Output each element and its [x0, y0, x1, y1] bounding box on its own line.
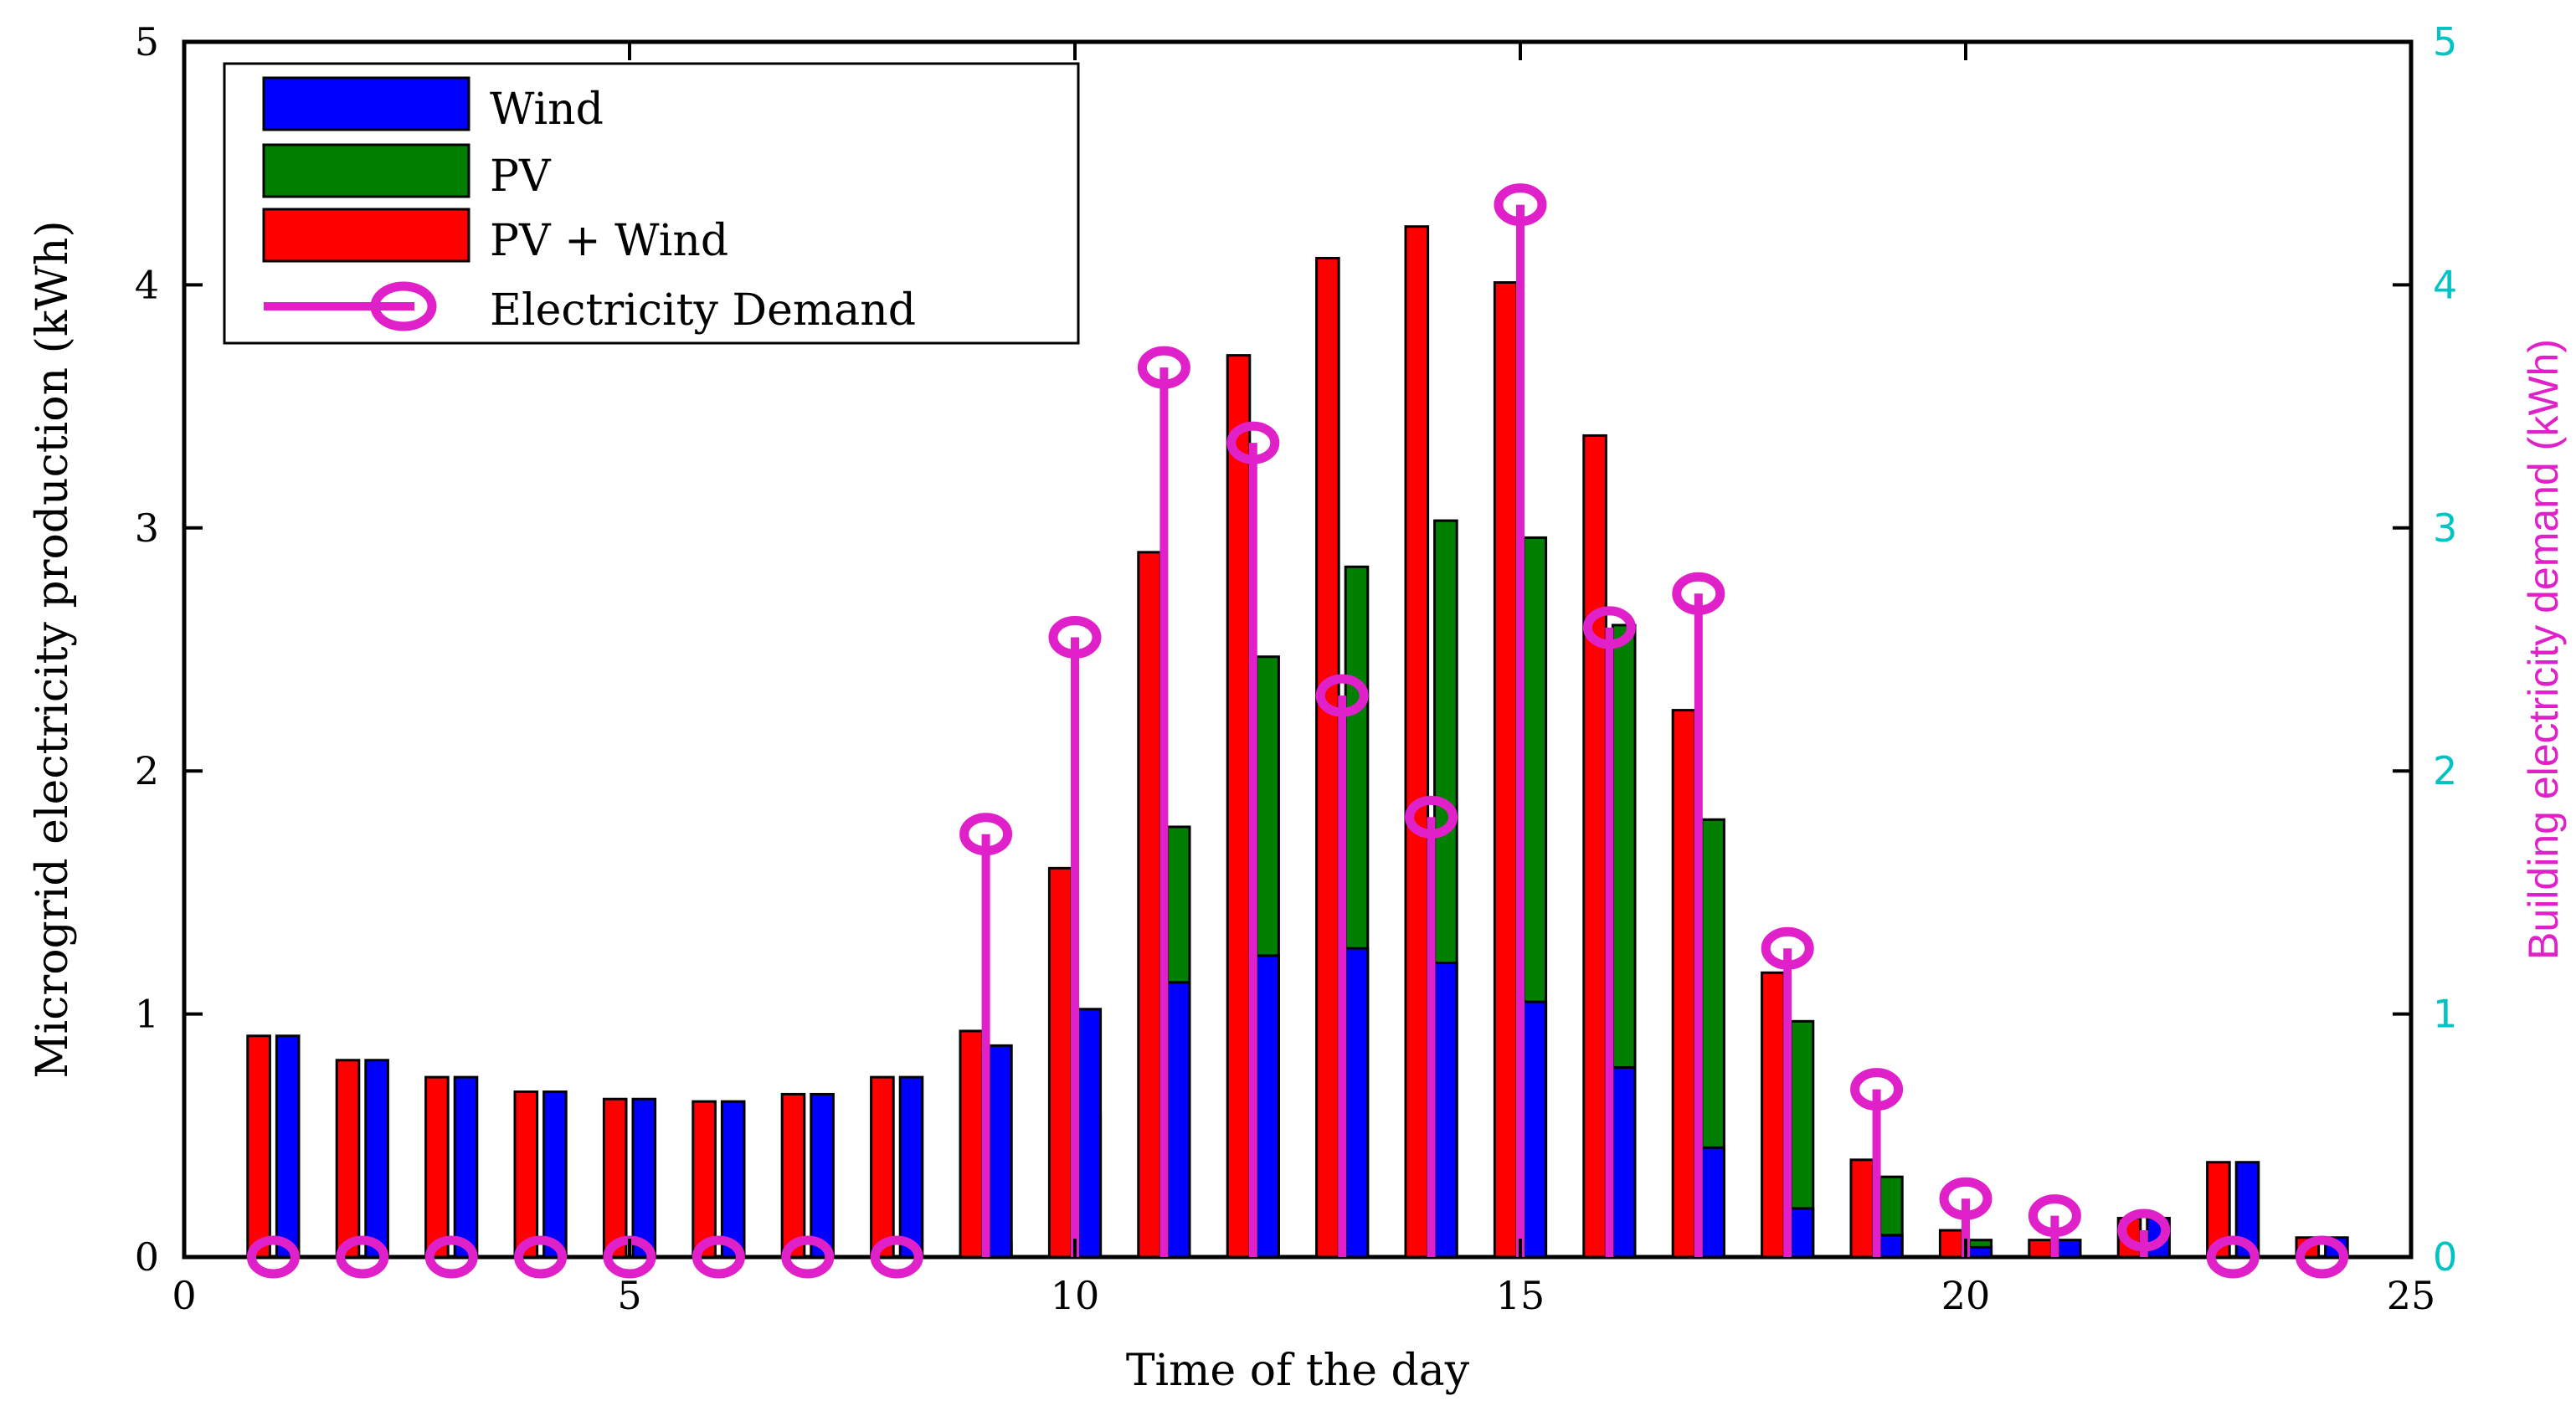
bar-pv-wind-3: [424, 1075, 450, 1259]
demand-marker-1: [246, 1235, 300, 1279]
demand-marker-12: [1226, 421, 1280, 464]
bar-pv-wind-16: [1582, 434, 1607, 1259]
x-tick-label-10: 10: [1051, 1273, 1100, 1318]
y-tick-label-5: 5: [135, 19, 159, 64]
demand-marker-13: [1315, 674, 1369, 717]
y2-tick-label-0: 0: [2433, 1234, 2457, 1280]
demand-marker-23: [2206, 1235, 2260, 1279]
bar-wind-9: [988, 1044, 1013, 1259]
bar-pv-wind-18: [1761, 971, 1786, 1259]
legend-swatch-pv-wind: [262, 208, 470, 263]
demand-marker-17: [1672, 572, 1725, 615]
legend-label-wind: Wind: [490, 85, 604, 135]
x-tick-label-20: 20: [1941, 1273, 1991, 1318]
bar-pv-wind-21: [2028, 1239, 2053, 1259]
bar-wind-5: [631, 1097, 657, 1259]
demand-marker-4: [514, 1235, 568, 1279]
bar-pv-wind-9: [959, 1029, 985, 1259]
bar-wind-8: [898, 1075, 924, 1259]
y-tick-label-1: 1: [135, 992, 159, 1037]
stems-layer: [246, 183, 2349, 1279]
legend-swatch-wind: [262, 76, 470, 131]
x-tick-label-5: 5: [617, 1273, 641, 1318]
y-tick-label-2: 2: [135, 748, 159, 793]
bar-pv-wind-11: [1137, 551, 1162, 1259]
demand-marker-22: [2117, 1208, 2171, 1252]
bar-pv-wind-14: [1404, 225, 1430, 1259]
demand-marker-11: [1137, 346, 1190, 389]
bar-wind-12: [1255, 954, 1280, 1259]
bar-wind-1: [275, 1034, 301, 1259]
bar-pv-wind-17: [1671, 709, 1697, 1259]
demand-marker-15: [1494, 183, 1547, 227]
bar-wind-6: [720, 1100, 746, 1259]
demand-marker-9: [959, 813, 1013, 856]
demand-marker-3: [424, 1235, 478, 1279]
bar-wind-14: [1433, 962, 1458, 1259]
legend: Wind PV PV + Wind Electricity Demand: [223, 62, 1080, 345]
bar-pv-wind-1: [246, 1034, 271, 1259]
bar-wind-10: [1077, 1008, 1103, 1259]
bar-wind-16: [1611, 1065, 1637, 1259]
bar-pv-wind-13: [1315, 256, 1340, 1259]
demand-marker-2: [336, 1235, 389, 1279]
y-tick-label-0: 0: [135, 1234, 159, 1280]
y2-tick-label-3: 3: [2433, 505, 2457, 551]
demand-marker-10: [1048, 615, 1102, 659]
bar-pv-wind-15: [1493, 280, 1519, 1259]
demand-marker-24: [2296, 1235, 2349, 1279]
bar-wind-15: [1522, 1000, 1548, 1259]
bar-wind-3: [453, 1075, 479, 1259]
y-axis-label: Microgrid electricity production (kWh): [28, 220, 78, 1078]
demand-marker-20: [1939, 1177, 1992, 1220]
legend-label-pv-wind: PV + Wind: [490, 216, 728, 266]
bar-wind-18: [1789, 1207, 1815, 1259]
x-axis-label: Time of the day: [1126, 1346, 1470, 1396]
bar-wind-19: [1879, 1234, 1904, 1259]
bar-wind-7: [810, 1092, 835, 1259]
x-tick-label-0: 0: [172, 1273, 196, 1318]
axes-layer: 0 1 2 3 4 5 0 1 2 3 4 5 0 5 10 15 20 25: [135, 19, 2458, 1318]
legend-label-demand: Electricity Demand: [490, 285, 916, 336]
bar-pv-wind-6: [692, 1100, 717, 1259]
y2-tick-label-4: 4: [2433, 262, 2457, 307]
x-tick-label-25: 25: [2387, 1273, 2436, 1318]
demand-marker-19: [1850, 1068, 1904, 1111]
bar-wind-13: [1344, 947, 1370, 1259]
bar-wind-11: [1165, 981, 1191, 1259]
bar-wind-17: [1700, 1146, 1725, 1259]
bar-pv-wind-7: [780, 1092, 806, 1259]
bar-pv-wind-4: [513, 1090, 539, 1259]
bar-pv-wind-19: [1849, 1158, 1875, 1259]
bar-pv-wind-12: [1226, 354, 1252, 1259]
bar-pv-wind-10: [1047, 866, 1073, 1259]
y2-tick-label-5: 5: [2433, 19, 2457, 64]
bar-wind-4: [542, 1090, 568, 1259]
demand-marker-14: [1405, 795, 1458, 839]
x-tick-label-15: 15: [1496, 1273, 1545, 1318]
bar-wind-21: [2056, 1239, 2082, 1259]
bar-pv-wind-2: [335, 1059, 361, 1259]
legend-label-pv: PV: [490, 151, 552, 202]
y2-tick-label-2: 2: [2433, 748, 2457, 793]
demand-marker-7: [781, 1235, 835, 1279]
bar-wind-20: [1967, 1245, 1993, 1259]
legend-swatch-pv: [262, 143, 470, 198]
demand-marker-8: [870, 1235, 923, 1279]
demand-marker-16: [1582, 606, 1636, 649]
legend-swatch-demand-marker: [370, 281, 437, 331]
demand-marker-21: [2028, 1194, 2081, 1238]
y-tick-label-3: 3: [135, 505, 159, 551]
bar-pv-wind-20: [1938, 1229, 1964, 1259]
demand-marker-18: [1761, 926, 1814, 970]
bar-pv-wind-8: [870, 1075, 895, 1259]
y2-tick-label-1: 1: [2433, 992, 2457, 1037]
y-tick-label-4: 4: [135, 262, 159, 307]
demand-marker-6: [692, 1235, 745, 1279]
bars-layer: [246, 225, 2349, 1259]
y-axis-right-label: Building electricity demand (kWh): [2520, 339, 2567, 960]
bar-wind-2: [364, 1059, 389, 1259]
bar-pv-wind-5: [602, 1097, 628, 1259]
